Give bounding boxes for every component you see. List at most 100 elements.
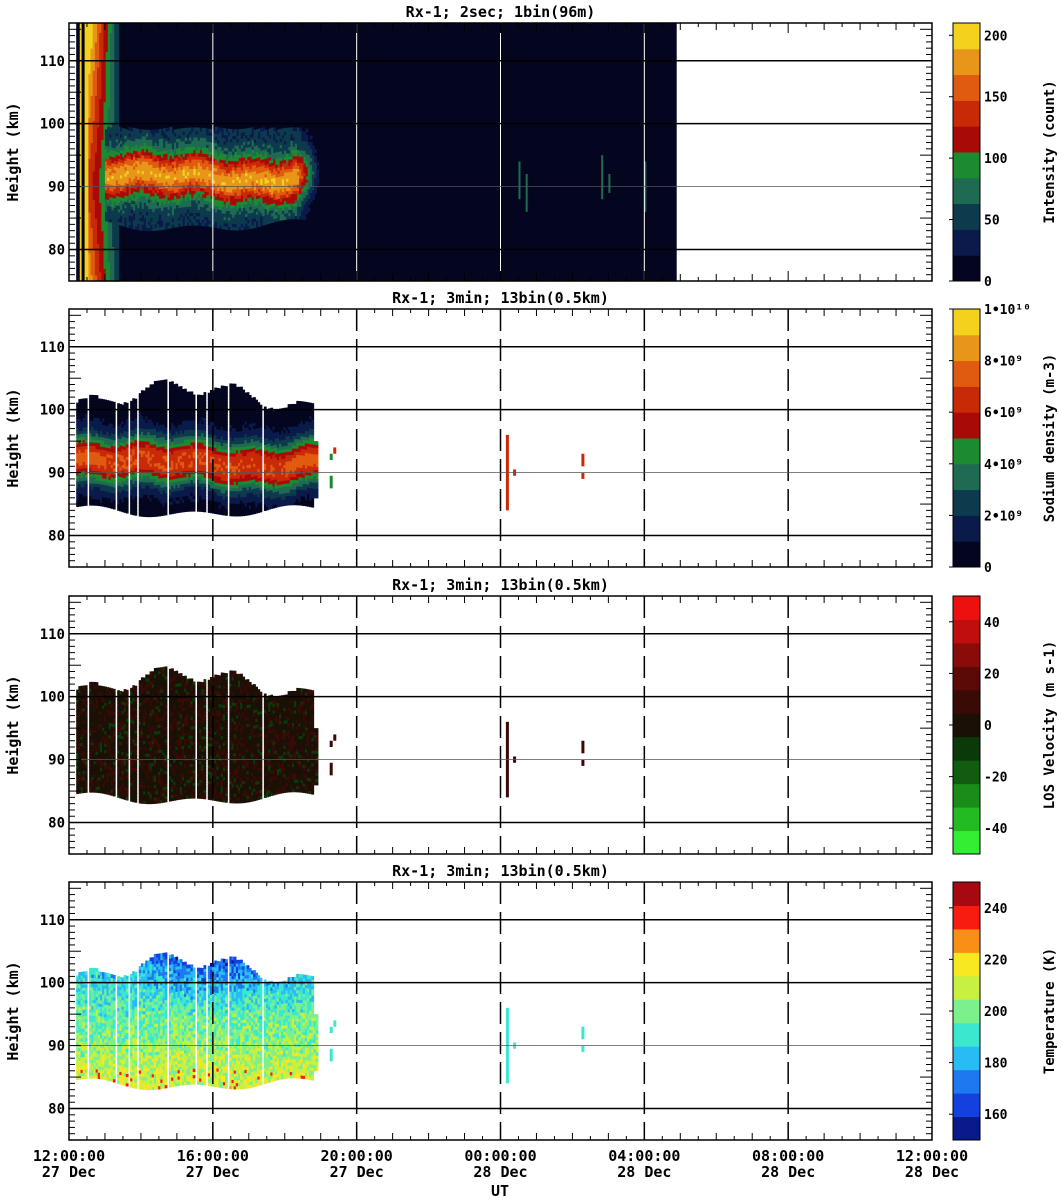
intensity-cell (148, 151, 151, 156)
intensity-cell (126, 186, 130, 190)
intensity-cell (135, 128, 138, 133)
intensity-cell (167, 218, 171, 223)
intensity-cell (116, 85, 120, 90)
intensity-cell (90, 45, 94, 49)
intensity-cell (90, 186, 94, 191)
intensity-cell (167, 127, 171, 132)
intensity-cell (105, 41, 109, 46)
intensity-cell (178, 169, 182, 174)
intensity-cell (133, 175, 136, 180)
intensity-cell (128, 164, 132, 169)
intensity-cell (139, 201, 143, 206)
intensity-cell (97, 117, 100, 122)
intensity-cell (117, 158, 121, 163)
intensity-cell (84, 51, 87, 56)
intensity-cell (97, 114, 100, 118)
intensity-cell (86, 126, 90, 131)
intensity-cell (115, 208, 119, 212)
intensity-cell (88, 158, 92, 163)
intensity-cell (88, 174, 92, 178)
intensity-cell (152, 154, 156, 159)
intensity-cell (180, 188, 184, 192)
intensity-cell (191, 221, 195, 226)
intensity-cell (112, 274, 115, 279)
intensity-cell (117, 183, 121, 188)
intensity-cell (116, 123, 120, 128)
intensity-cell (99, 142, 102, 147)
intensity-cell (107, 243, 111, 247)
intensity-cell (103, 240, 107, 244)
intensity-cell (86, 196, 90, 200)
intensity-cell (161, 223, 164, 227)
intensity-cell (148, 145, 151, 150)
intensity-cell (169, 215, 173, 219)
intensity-cell (139, 223, 143, 228)
intensity-cell (114, 123, 118, 128)
intensity-cell (92, 57, 96, 62)
intensity-cell (163, 203, 166, 208)
intensity-cell (158, 191, 162, 196)
intensity-cell (116, 98, 120, 103)
intensity-cell (111, 175, 115, 179)
intensity-cell (182, 156, 186, 161)
intensity-cell (97, 26, 100, 30)
intensity-cell (113, 150, 117, 155)
intensity-cell (79, 230, 83, 235)
intensity-cell (120, 199, 123, 204)
intensity-cell (79, 145, 83, 150)
intensity-cell (130, 171, 134, 176)
intensity-cell (124, 176, 128, 180)
intensity-cell (167, 180, 171, 185)
intensity-cell (184, 168, 188, 173)
intensity-cell (104, 217, 108, 222)
intensity-cell (86, 85, 90, 90)
intensity-cell (90, 98, 94, 103)
intensity-cell (92, 199, 96, 203)
intensity-cell (105, 85, 109, 90)
intensity-cell (90, 205, 94, 210)
intensity-cell (120, 196, 123, 201)
colorbar-segment (953, 177, 980, 205)
intensity-cell (88, 224, 92, 229)
intensity-cell (105, 246, 109, 251)
intensity-cell (105, 95, 109, 100)
intensity-cell (109, 209, 113, 213)
intensity-cell (90, 133, 94, 137)
intensity-cell (94, 189, 98, 194)
intensity-cell (145, 214, 149, 219)
intensity-cell (99, 95, 102, 100)
intensity-cell (84, 208, 87, 213)
intensity-cell (130, 130, 134, 135)
intensity-cell (163, 225, 166, 230)
intensity-cell (90, 230, 94, 235)
intensity-cell (113, 182, 117, 186)
intensity-cell (88, 29, 92, 34)
intensity-cell (189, 174, 192, 179)
intensity-cell (137, 147, 141, 152)
intensity-cell (154, 183, 158, 187)
intensity-cell (122, 175, 125, 180)
intensity-cell (150, 129, 154, 134)
intensity-cell (135, 160, 138, 164)
intensity-cell (184, 215, 188, 220)
intensity-cell (173, 157, 177, 162)
intensity-cell (176, 157, 179, 162)
intensity-cell (104, 135, 108, 140)
intensity-cell (161, 144, 164, 149)
intensity-cell (178, 147, 182, 152)
intensity-cell (111, 212, 115, 217)
intensity-cell (88, 95, 92, 100)
intensity-cell (152, 139, 156, 143)
intensity-cell (178, 141, 182, 145)
intensity-cell (90, 167, 94, 172)
intensity-cell (114, 243, 118, 247)
intensity-cell (103, 180, 107, 185)
intensity-cell (90, 111, 94, 115)
intensity-cell (182, 159, 186, 164)
intensity-cell (191, 130, 195, 135)
intensity-cell (158, 166, 162, 171)
intensity-cell (117, 148, 121, 153)
intensity-cell (84, 155, 87, 159)
intensity-cell (101, 67, 105, 71)
intensity-cell (103, 243, 107, 247)
